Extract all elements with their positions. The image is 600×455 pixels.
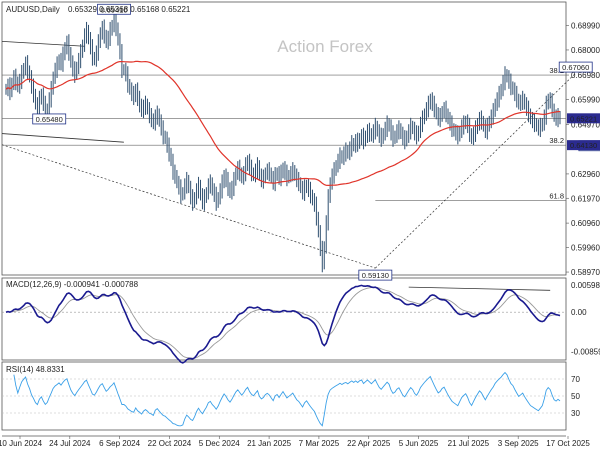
x-tick-label: 22 Oct 2024 bbox=[148, 439, 192, 448]
fib-level-label: 61.8 bbox=[549, 191, 564, 200]
trendline-lower bbox=[1, 133, 124, 143]
price-tick-label: 0.59960 bbox=[571, 244, 600, 253]
trendline-top bbox=[1, 40, 85, 47]
macd-line bbox=[5, 284, 561, 364]
price-tick-label: 0.60960 bbox=[571, 219, 600, 228]
price-badge bbox=[567, 113, 600, 124]
x-tick-label: 5 Jun 2025 bbox=[399, 439, 439, 448]
moving-average-line bbox=[5, 60, 561, 187]
macd-tick-label: 0.00 bbox=[571, 308, 587, 317]
price-annotation-label: 0.59130 bbox=[362, 271, 389, 280]
price-badge-label: 0.64130 bbox=[570, 141, 597, 150]
price-annotation-label: 0.65480 bbox=[36, 115, 63, 124]
x-tick-label: 22 Apr 2025 bbox=[347, 439, 391, 448]
price-tick-label: 0.61970 bbox=[571, 194, 600, 203]
fib-level-label: 38.2 bbox=[549, 136, 564, 145]
rsi-tick-label: 50 bbox=[571, 392, 580, 401]
watermark: Action Forex bbox=[277, 37, 373, 56]
price-badge-label: 0.65221 bbox=[570, 114, 597, 123]
price-tick-label: 0.65990 bbox=[571, 95, 600, 104]
x-tick-label: 3 Sep 2025 bbox=[498, 439, 539, 448]
x-tick-label: 6 Sep 2024 bbox=[99, 439, 140, 448]
rsi-line bbox=[13, 371, 561, 427]
price-annotation-label: 0.67060 bbox=[562, 63, 589, 72]
macd-tick-label: 0.005981 bbox=[571, 281, 600, 290]
x-tick-label: 21 Jul 2025 bbox=[448, 439, 490, 448]
trendline-dashed-down bbox=[1, 144, 376, 269]
price-annotation-box bbox=[32, 113, 67, 125]
fib-level-label: 38.2 bbox=[549, 66, 564, 75]
rsi-label: RSI(14) 48.8331 bbox=[6, 365, 65, 374]
price-tick-label: 0.58970 bbox=[571, 268, 600, 277]
macd-panel bbox=[1, 277, 567, 361]
x-tick-label: 21 Jan 2025 bbox=[247, 439, 292, 448]
chart-title: AUDUSD,Daily bbox=[6, 5, 60, 14]
macd-tick-label: -0.00859 bbox=[571, 347, 600, 356]
x-tick-label: 24 Jul 2024 bbox=[49, 439, 91, 448]
rsi-panel bbox=[1, 361, 567, 431]
price-annotation-box bbox=[358, 269, 393, 281]
rsi-tick-label: 30 bbox=[571, 409, 580, 418]
x-tick-label: 7 Mar 2025 bbox=[299, 439, 340, 448]
macd-label: MACD(12,26,9) -0.000941 -0.000788 bbox=[6, 280, 139, 289]
price-tick-label: 0.64970 bbox=[571, 120, 600, 129]
trendline-dashed-up bbox=[375, 72, 576, 269]
price-tick-label: 0.62960 bbox=[571, 170, 600, 179]
price-annotation-box bbox=[97, 3, 131, 15]
price-annotation-box bbox=[558, 61, 593, 73]
price-tick-label: 0.68990 bbox=[571, 22, 600, 31]
price-badge bbox=[567, 140, 600, 151]
ohlc-readout: 0.65329 0.65368 0.65168 0.65221 bbox=[68, 5, 191, 14]
price-annotation-label: 0.69410 bbox=[100, 5, 127, 14]
price-tick-label: 0.68000 bbox=[571, 46, 600, 55]
x-tick-label: 10 Jun 2024 bbox=[0, 439, 43, 448]
x-tick-label: 5 Dec 2024 bbox=[199, 439, 240, 448]
price-tick-label: 0.66980 bbox=[571, 71, 600, 80]
macd-trendline bbox=[408, 286, 551, 291]
rsi-tick-label: 70 bbox=[571, 375, 580, 384]
x-tick-label: 17 Oct 2025 bbox=[546, 439, 590, 448]
